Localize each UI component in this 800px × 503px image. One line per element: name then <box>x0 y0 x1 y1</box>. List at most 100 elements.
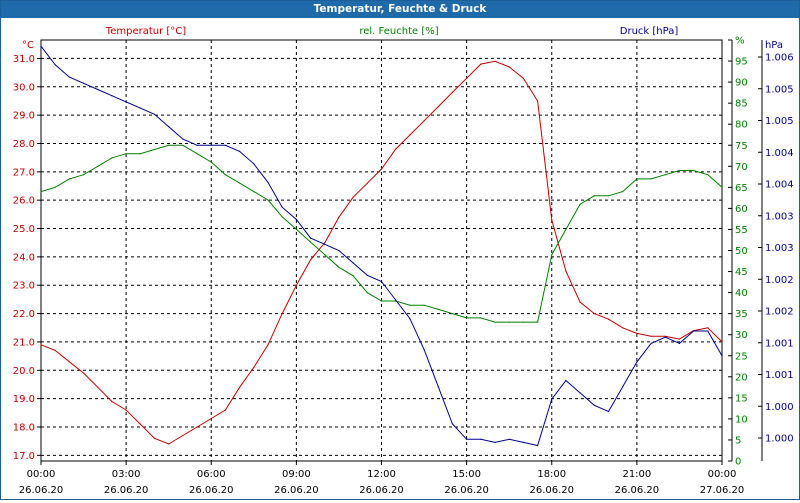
x-tick-time-label: 09:00 <box>282 469 311 480</box>
temperature-data-point <box>494 60 496 62</box>
temperature-tick-label: 28.0 <box>13 139 35 150</box>
temperature-tick-label: 20.0 <box>13 366 35 377</box>
humidity-axis-title: rel. Feuchte [%] <box>359 26 438 37</box>
x-tick-time-label: 12:00 <box>367 469 396 480</box>
pressure-tick-label: 1.004 <box>765 148 794 159</box>
pressure-axis-title: Druck [hPa] <box>620 26 679 37</box>
humidity-tick-label: 60 <box>735 204 748 215</box>
x-tick-date-label: 26.06.20 <box>104 485 149 496</box>
temperature-data-point <box>182 434 184 437</box>
x-tick-date-label: 27.06.20 <box>700 485 745 496</box>
temperature-data-point <box>352 196 354 198</box>
humidity-data-point <box>40 191 42 193</box>
humidity-data-point <box>97 165 99 167</box>
x-tick-time-label: 18:00 <box>537 469 566 480</box>
pressure-data-point <box>253 163 255 165</box>
humidity-data-point <box>324 254 326 256</box>
temperature-data-point <box>324 242 326 244</box>
humidity-tick-label: 80 <box>735 120 748 131</box>
humidity-tick-label: 95 <box>735 57 748 68</box>
humidity-data-point <box>295 228 297 230</box>
chart-area: 17.0 18.0 19.0 20.0 21.0 22.0 23.0 24.0 25.0 26.0… <box>1 18 799 499</box>
pressure-data-point <box>352 262 354 264</box>
humidity-tick-label: 30 <box>735 330 748 341</box>
humidity-data-point <box>139 153 141 155</box>
temperature-data-point <box>423 120 425 122</box>
temperature-tick-label: 30.0 <box>13 82 35 93</box>
pressure-tick-label: 1.005 <box>765 84 794 95</box>
temperature-axis-title: Temperatur [°C] <box>105 26 186 37</box>
pressure-data-point <box>480 438 482 440</box>
pressure-data-point <box>678 342 681 344</box>
temperature-data-point <box>466 77 468 79</box>
pressure-tick-label: 1.002 <box>765 307 794 318</box>
x-tick-date-label: 26.06.20 <box>274 485 319 496</box>
pressure-data-point <box>522 441 525 443</box>
pressure-data-point <box>537 444 539 447</box>
temperature-data-point <box>721 341 723 343</box>
temperature-data-point <box>636 332 638 334</box>
pressure-data-point <box>466 438 468 440</box>
temperature-data-point <box>664 335 666 337</box>
humidity-tick-label: 25 <box>735 351 748 362</box>
temperature-tick-label: 29.0 <box>13 111 35 122</box>
temperature-data-point <box>707 327 709 329</box>
humidity-data-point <box>267 199 269 201</box>
humidity-data-point <box>196 153 198 155</box>
humidity-tick-label: 20 <box>735 372 748 383</box>
temperature-tick-label: 25.0 <box>13 224 35 235</box>
temperature-data-point <box>253 366 255 368</box>
pressure-data-point <box>579 392 581 394</box>
window-title: Temperatur, Feuchte & Druck <box>1 1 799 18</box>
humidity-tick-label: 10 <box>735 414 748 425</box>
temperature-data-point <box>451 91 453 93</box>
temperature-tick-label: 24.0 <box>13 252 35 263</box>
humidity-data-point <box>607 195 610 197</box>
humidity-tick-label: 50 <box>735 246 748 257</box>
humidity-data-point <box>352 275 354 277</box>
pressure-data-point <box>210 144 212 146</box>
humidity-data-point <box>409 304 411 306</box>
pressure-data-point <box>40 45 42 47</box>
temperature-data-point <box>239 386 241 388</box>
pressure-tick-label: 1.001 <box>765 370 794 381</box>
humidity-tick-label: 40 <box>735 288 748 299</box>
temperature-tick-label: 21.0 <box>13 337 35 348</box>
temperature-data-point <box>68 361 70 363</box>
temperature-data-point <box>83 372 85 374</box>
humidity-data-point <box>253 191 255 193</box>
temperature-data-point <box>267 344 269 346</box>
humidity-data-point <box>721 186 723 188</box>
temperature-data-point <box>168 443 170 445</box>
x-tick-time-label: 03:00 <box>112 469 141 480</box>
temperature-data-point <box>125 409 127 411</box>
humidity-data-point <box>707 174 709 176</box>
temperature-tick-label: 23.0 <box>13 281 35 292</box>
pressure-data-point <box>423 349 425 351</box>
pressure-data-point <box>54 64 56 66</box>
humidity-tick-label: 90 <box>735 78 748 89</box>
pressure-data-point <box>380 280 383 283</box>
pressure-data-point <box>622 386 624 388</box>
temperature-tick-label: 18.0 <box>13 422 35 433</box>
humidity-data-point <box>54 186 56 188</box>
humidity-data-point <box>182 144 184 146</box>
humidity-tick-label: % <box>735 36 745 47</box>
humidity-data-point <box>437 308 439 310</box>
temperature-data-point <box>522 77 525 79</box>
humidity-tick-label: 5 <box>735 435 741 446</box>
temperature-tick-label: 26.0 <box>13 196 35 207</box>
pressure-data-point <box>97 88 99 91</box>
chart-svg: 17.0 18.0 19.0 20.0 21.0 22.0 23.0 24.0 25.0 26.0… <box>13 26 794 496</box>
pressure-tick-label: 1.004 <box>765 180 794 191</box>
temperature-tick-label: 27.0 <box>13 167 35 178</box>
humidity-data-point <box>636 178 638 180</box>
pressure-data-point <box>551 398 553 400</box>
humidity-data-point <box>366 292 368 294</box>
humidity-data-point <box>380 300 383 302</box>
temperature-data-point <box>40 344 42 346</box>
humidity-data-point <box>338 266 340 268</box>
humidity-data-point <box>537 321 539 323</box>
temperature-data-point <box>409 134 411 136</box>
x-tick-time-label: 00:00 <box>708 469 737 480</box>
